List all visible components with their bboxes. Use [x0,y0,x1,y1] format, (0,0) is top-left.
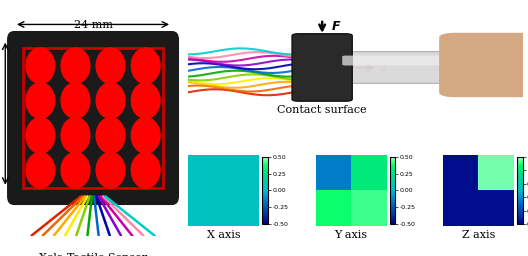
Text: Xela Tactile Sensor: Xela Tactile Sensor [39,253,147,256]
Circle shape [96,118,125,153]
FancyBboxPatch shape [7,31,179,205]
Text: 24 mm: 24 mm [73,20,112,30]
Circle shape [61,118,90,153]
Bar [23,48,163,188]
Circle shape [131,48,160,84]
X-axis label: Z axis: Z axis [462,230,495,240]
Text: z: z [344,49,349,58]
FancyBboxPatch shape [335,52,483,83]
Circle shape [96,152,125,188]
Circle shape [61,152,90,188]
Text: x: x [314,70,319,79]
Text: 28 mm: 28 mm [0,94,3,133]
Circle shape [61,83,90,119]
Circle shape [96,48,125,84]
Circle shape [61,48,90,84]
Circle shape [96,83,125,119]
Circle shape [26,152,55,188]
Text: y: y [379,65,384,73]
Circle shape [26,48,55,84]
Circle shape [26,118,55,153]
Text: $\boldsymbol{F}$: $\boldsymbol{F}$ [331,20,341,33]
X-axis label: X axis: X axis [207,230,241,240]
FancyBboxPatch shape [342,56,476,66]
Circle shape [131,152,160,188]
Text: Contact surface: Contact surface [277,105,367,115]
FancyBboxPatch shape [292,34,352,101]
Circle shape [131,83,160,119]
X-axis label: Y axis: Y axis [335,230,368,240]
Circle shape [131,118,160,153]
Circle shape [26,83,55,119]
FancyBboxPatch shape [439,33,528,97]
